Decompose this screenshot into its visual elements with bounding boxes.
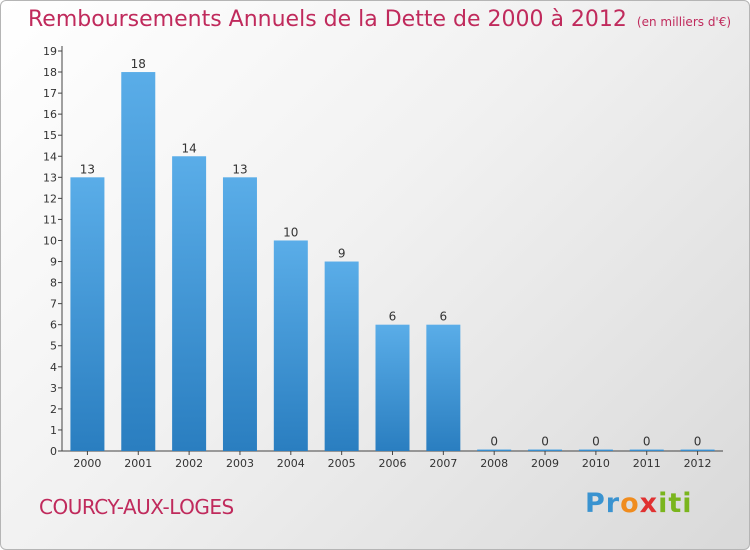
bar-2008 [477, 449, 512, 451]
bars [70, 72, 715, 451]
bar-2011 [629, 449, 664, 451]
data-label-2009: 0 [541, 435, 549, 449]
bar-2000 [70, 177, 105, 451]
bar-2006 [375, 324, 410, 451]
y-tick-label: 17 [43, 87, 57, 100]
bar-2012 [680, 449, 715, 451]
data-label-2011: 0 [643, 435, 651, 449]
bar-2004 [273, 240, 308, 451]
y-tick-label: 2 [50, 403, 57, 416]
chart-title-text: Remboursements Annuels de la Dette de 20… [28, 7, 627, 32]
chart-title: Remboursements Annuels de la Dette de 20… [28, 7, 731, 32]
data-label-2002: 14 [181, 141, 196, 155]
y-tick-label: 4 [50, 361, 57, 374]
x-tick-label: 2002 [175, 457, 203, 470]
x-tick-label: 2008 [480, 457, 508, 470]
y-tick-label: 18 [43, 66, 57, 79]
y-tick-label: 10 [43, 234, 57, 247]
data-label-2006: 6 [389, 310, 397, 324]
bar-2001 [121, 72, 156, 451]
bar-2009 [528, 449, 563, 451]
x-tick-label: 2007 [429, 457, 457, 470]
y-tick-label: 6 [50, 319, 57, 332]
y-tick-label: 7 [50, 298, 57, 311]
commune-name: COURCY-AUX-LOGES [39, 495, 234, 519]
y-tick-label: 15 [43, 129, 57, 142]
y-tick-label: 12 [43, 192, 57, 205]
x-tick-label: 2009 [531, 457, 559, 470]
x-tick-label: 2011 [633, 457, 661, 470]
x-tick-label: 2000 [73, 457, 101, 470]
y-tick-label: 0 [50, 445, 57, 458]
bar-2005 [324, 261, 359, 451]
data-label-2008: 0 [490, 435, 498, 449]
y-tick-label: 8 [50, 277, 57, 290]
y-tick-label: 3 [50, 382, 57, 395]
data-label-2005: 9 [338, 247, 346, 261]
y-tick-label: 13 [43, 171, 57, 184]
x-tick-label: 2010 [582, 457, 610, 470]
x-tick-label: 2001 [124, 457, 152, 470]
data-labels: 13 18 14 13 10 9 6 6 0 0 0 0 0 [80, 57, 702, 448]
bar-2010 [578, 449, 613, 451]
data-label-2004: 10 [283, 225, 298, 239]
bar-2002 [172, 156, 207, 451]
y-tick-label: 19 [43, 45, 57, 58]
x-tick-label: 2005 [328, 457, 356, 470]
chart-unit-note: (en milliers d'€) [636, 15, 732, 29]
bar-2003 [222, 177, 257, 451]
y-tick-label: 14 [43, 150, 57, 163]
data-label-2012: 0 [694, 435, 702, 449]
bar-2007 [426, 324, 461, 451]
data-label-2007: 6 [440, 310, 448, 324]
y-tick-label: 11 [43, 213, 57, 226]
data-label-2010: 0 [592, 435, 600, 449]
data-label-2000: 13 [80, 162, 95, 176]
x-tick-label: 2003 [226, 457, 254, 470]
x-tick-label: 2006 [379, 457, 407, 470]
data-label-2001: 18 [131, 57, 146, 71]
y-tick-label: 16 [43, 108, 57, 121]
x-tick-label: 2004 [277, 457, 305, 470]
proxiti-logo: Proxiti [585, 488, 693, 519]
y-tick-label: 5 [50, 340, 57, 353]
data-label-2003: 13 [232, 162, 247, 176]
y-tick-label: 9 [50, 256, 57, 269]
y-tick-label: 1 [50, 424, 57, 437]
x-tick-label: 2012 [684, 457, 712, 470]
